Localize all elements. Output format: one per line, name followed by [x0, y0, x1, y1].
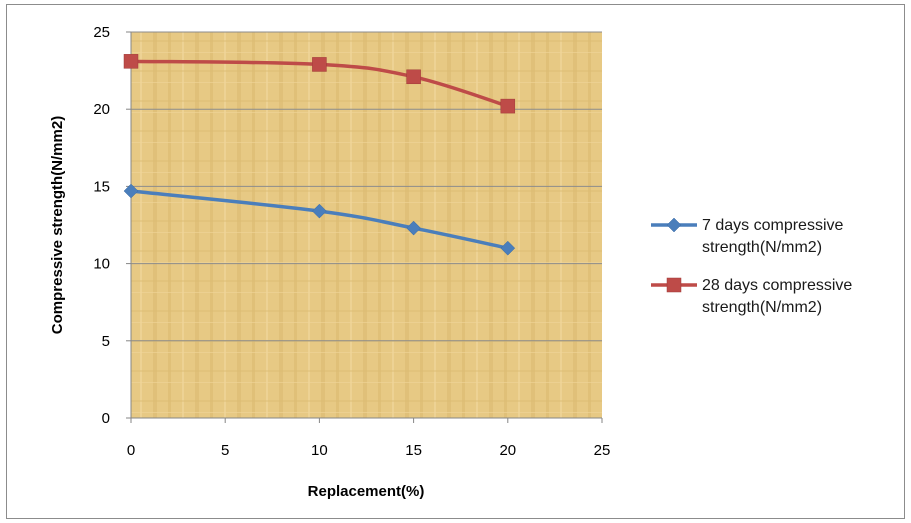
- series-1: [123, 183, 516, 256]
- x-tick-label-10: 10: [311, 442, 328, 459]
- x-tick-label-15: 15: [405, 442, 422, 459]
- x-tick-label-5: 5: [221, 442, 229, 459]
- legend-marker-2: [666, 277, 682, 293]
- y-tick-label-15: 15: [93, 178, 110, 195]
- legend-label-1-line-1: 7 days compressive: [702, 217, 843, 234]
- legend-label-2-line-1: 28 days compressive: [702, 277, 852, 294]
- series-layer: [123, 54, 516, 256]
- plot-area: [131, 32, 602, 418]
- legend-label-2-line-2: strength(N/mm2): [702, 299, 822, 316]
- legend-label-1-line-2: strength(N/mm2): [702, 239, 822, 256]
- x-tick-label-20: 20: [499, 442, 516, 459]
- series-1-point-0: [123, 183, 139, 199]
- legend-marker-1: [666, 217, 682, 233]
- y-tick-label-20: 20: [93, 101, 110, 118]
- series-2-line: [130, 59, 509, 108]
- legend-item-2: 28 days compressive strength(N/mm2): [651, 277, 852, 316]
- x-tick-label-25: 25: [594, 442, 611, 459]
- series-1-point-3: [500, 240, 516, 256]
- legend-item-1: 7 days compressive strength(N/mm2): [651, 217, 843, 256]
- tick-labels: 0 5 10 15 20 25 0 5 10 15 20 25: [93, 24, 610, 459]
- x-tick-label-0: 0: [127, 442, 135, 459]
- series-2-point-3: [500, 98, 516, 114]
- series-1-point-2: [406, 220, 421, 236]
- series-1-point-1: [312, 203, 327, 219]
- series-2-point-1: [312, 57, 327, 72]
- x-axis-title: Replacement(%): [308, 483, 425, 500]
- series-2-point-2: [406, 69, 421, 85]
- y-tick-label-0: 0: [102, 410, 110, 427]
- series-2-point-0: [123, 54, 139, 69]
- y-tick-label-5: 5: [102, 333, 110, 350]
- series-1-line: [130, 189, 509, 250]
- axes: [126, 31, 603, 423]
- series-2: [123, 54, 516, 114]
- gridlines: [131, 31, 602, 342]
- y-tick-label-25: 25: [93, 24, 110, 41]
- y-axis-title: Compressive strength(N/mm2): [49, 116, 66, 334]
- y-tick-label-10: 10: [93, 256, 110, 273]
